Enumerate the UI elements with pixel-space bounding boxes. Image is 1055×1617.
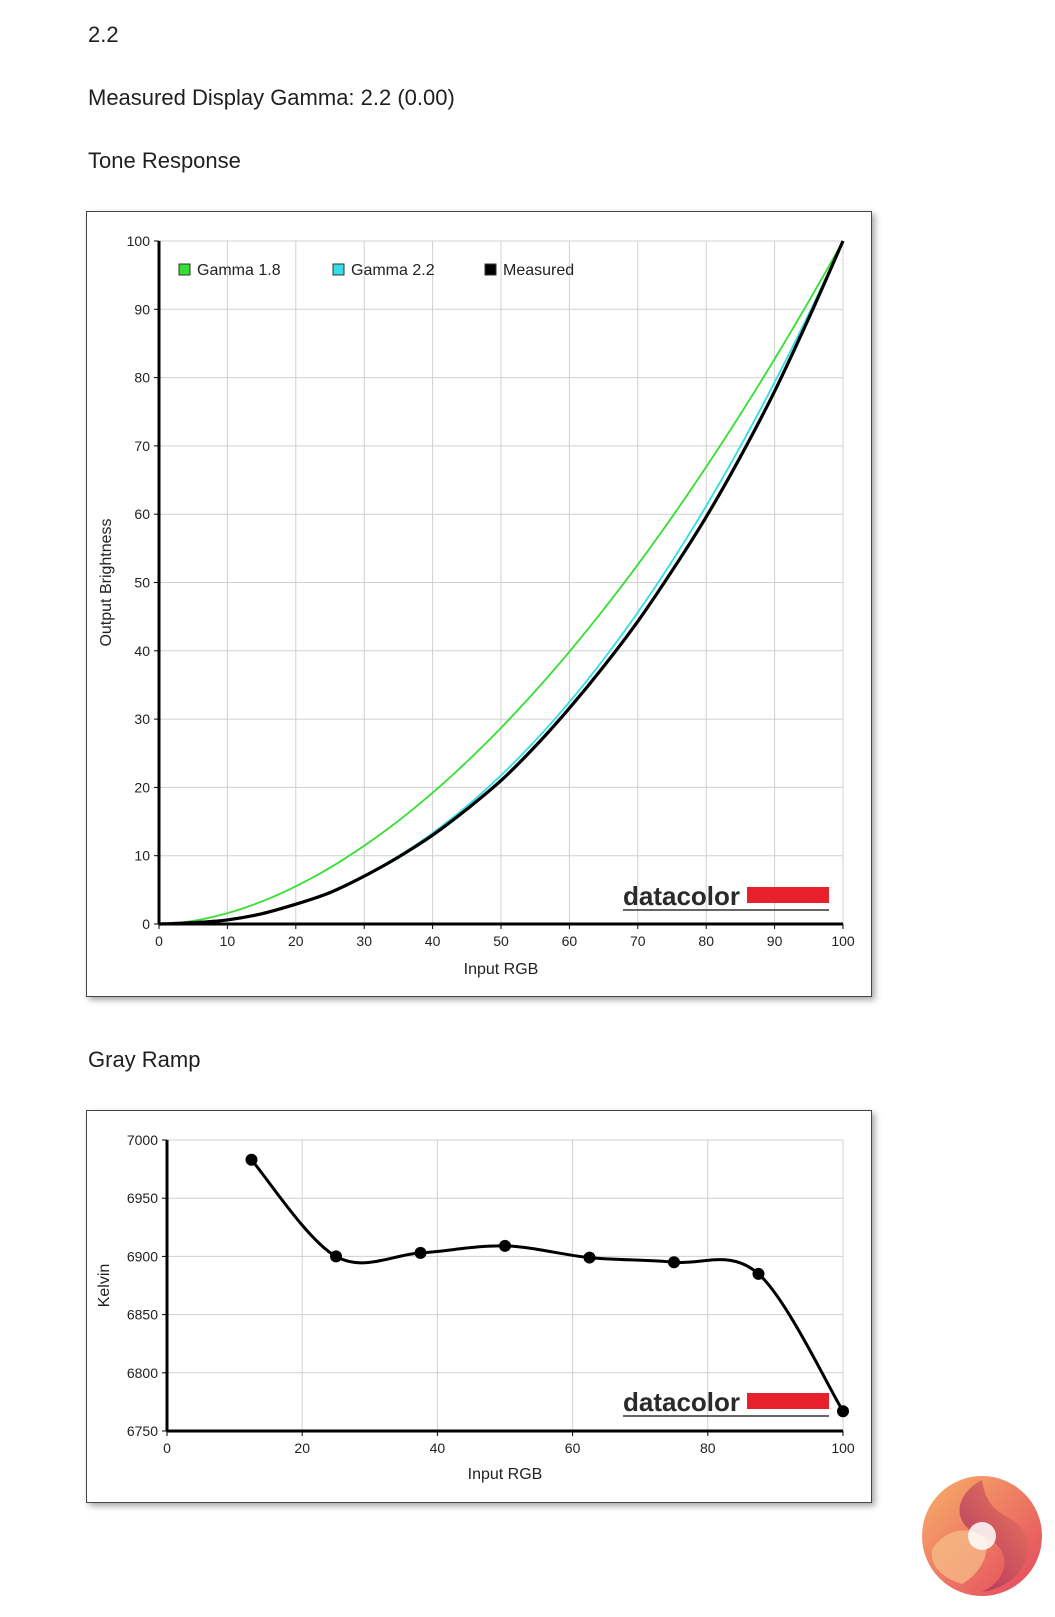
y-tick-label: 7000: [127, 1132, 158, 1148]
x-tick-label: 60: [565, 1440, 581, 1456]
y-tick-label: 6850: [127, 1307, 158, 1323]
y-tick-label: 50: [134, 575, 150, 591]
x-tick-label: 40: [430, 1440, 446, 1456]
data-point: [414, 1246, 427, 1259]
data-point: [499, 1239, 511, 1252]
tone-response-title: Tone Response: [88, 148, 241, 173]
brand-logo-text: datacolor: [623, 881, 740, 911]
y-tick-label: 40: [134, 643, 150, 659]
tone-response-panel: 0 10 20 30 40 50 60 70 80 90 100 0 10 20 30 40 50 60 70 80 9…: [86, 211, 872, 997]
x-tick-label: 100: [831, 1440, 855, 1456]
x-tick-label: 60: [562, 933, 578, 949]
y-tick-label: 6900: [127, 1248, 158, 1264]
x-tick-label: 50: [493, 933, 509, 949]
legend-label: Measured: [503, 262, 574, 279]
y-axis-label: Kelvin: [96, 1264, 113, 1308]
y-tick-label: 10: [134, 848, 150, 864]
legend-swatch: [484, 263, 497, 276]
brand-logo-bar: [747, 887, 829, 903]
data-point: [583, 1251, 596, 1264]
series-line-measured: [158, 240, 845, 926]
x-tick-label: 0: [163, 1440, 171, 1456]
x-tick-label: 10: [220, 933, 236, 949]
y-tick-label: 30: [134, 711, 150, 727]
data-point: [245, 1153, 258, 1166]
data-point: [330, 1250, 342, 1263]
data-point: [752, 1267, 765, 1280]
x-tick-label: 20: [288, 933, 304, 949]
x-tick-label: 20: [294, 1440, 310, 1456]
x-tick-label: 40: [425, 933, 441, 949]
series-line-kelvin: [250, 1158, 845, 1412]
brand-logo-bar: [747, 1393, 829, 1409]
legend-label: Gamma 1.8: [197, 262, 281, 279]
series-line-1: [158, 240, 844, 925]
legend-label: Gamma 2.2: [351, 262, 435, 279]
y-tick-label: 60: [134, 506, 150, 522]
y-tick-label: 0: [142, 916, 150, 932]
y-tick-label: 90: [134, 301, 150, 317]
tone-response-chart: 0 10 20 30 40 50 60 70 80 90 100 0 10 20 30 40 50 60 70 80 9…: [98, 233, 855, 978]
measured-gamma-text: Measured Display Gamma: 2.2 (0.00): [88, 85, 455, 110]
gray-ramp-title: Gray Ramp: [88, 1047, 201, 1072]
x-tick-label: 0: [155, 933, 163, 949]
x-axis-label: Input RGB: [464, 961, 539, 978]
legend-swatch: [332, 263, 345, 276]
x-axis-label: Input RGB: [468, 1466, 543, 1483]
y-tick-label: 6950: [127, 1190, 158, 1206]
legend-swatch: [178, 263, 191, 276]
y-tick-label: 70: [134, 438, 150, 454]
x-tick-label: 90: [767, 933, 783, 949]
x-tick-label: 100: [831, 933, 855, 949]
y-axis-label: Output Brightness: [98, 518, 115, 646]
x-tick-label: 30: [356, 933, 372, 949]
data-point: [837, 1405, 849, 1418]
site-logo-icon: [922, 1476, 1042, 1596]
x-tick-label: 80: [700, 1440, 716, 1456]
gray-ramp-panel: 0 20 40 60 80 100 6750 6800 6850 6900 6950 7000 Inpu…: [86, 1110, 872, 1503]
x-tick-label: 80: [698, 933, 714, 949]
data-point: [668, 1256, 680, 1269]
y-tick-label: 6750: [127, 1423, 158, 1439]
y-tick-label: 20: [134, 779, 150, 795]
brand-logo-text: datacolor: [623, 1387, 740, 1417]
y-tick-label: 80: [134, 370, 150, 386]
y-tick-label: 6800: [127, 1365, 158, 1381]
x-tick-label: 70: [630, 933, 646, 949]
y-tick-label: 100: [127, 233, 151, 249]
gamma-value: 2.2: [88, 22, 119, 47]
gray-ramp-chart: 0 20 40 60 80 100 6750 6800 6850 6900 6950 7000 Inpu…: [96, 1132, 855, 1483]
